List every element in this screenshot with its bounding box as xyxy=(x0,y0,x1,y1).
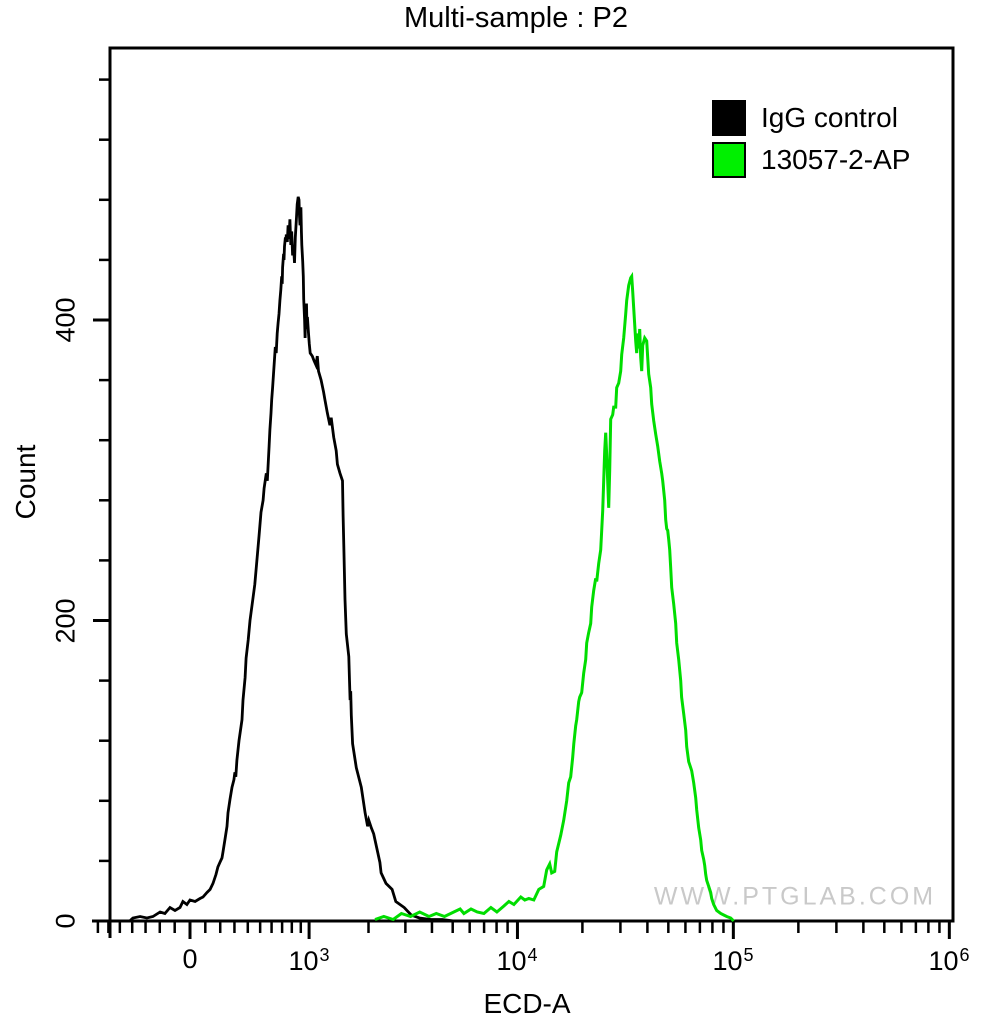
y-tick-label: 400 xyxy=(50,297,81,343)
watermark-text: WWW.PTGLAB.COM xyxy=(653,882,937,911)
chart-title: Multi-sample : P2 xyxy=(403,2,629,34)
y-tick-label: 0 xyxy=(50,913,81,929)
x-tick-label: 104 xyxy=(496,945,538,976)
igg-control-swatch xyxy=(712,100,746,136)
x-axis-title: ECD-A xyxy=(483,988,571,1019)
antibody-swatch xyxy=(712,142,746,178)
x-tick-label: 103 xyxy=(288,945,330,976)
legend-label: IgG control xyxy=(761,102,898,133)
legend-label: 13057-2-AP xyxy=(761,144,911,175)
x-tick-label: 106 xyxy=(928,945,970,976)
x-tick-label: 0 xyxy=(182,944,198,974)
curve-igg-control xyxy=(128,196,454,923)
legend: IgG control 13057-2-AP xyxy=(712,100,910,184)
x-tick-label: 105 xyxy=(712,945,754,976)
y-tick-label: 200 xyxy=(50,598,81,644)
legend-item-igg-control: IgG control xyxy=(712,100,910,136)
legend-item-13057-2-ap: 13057-2-AP xyxy=(712,142,910,178)
curve-13057-2-ap xyxy=(374,271,735,923)
